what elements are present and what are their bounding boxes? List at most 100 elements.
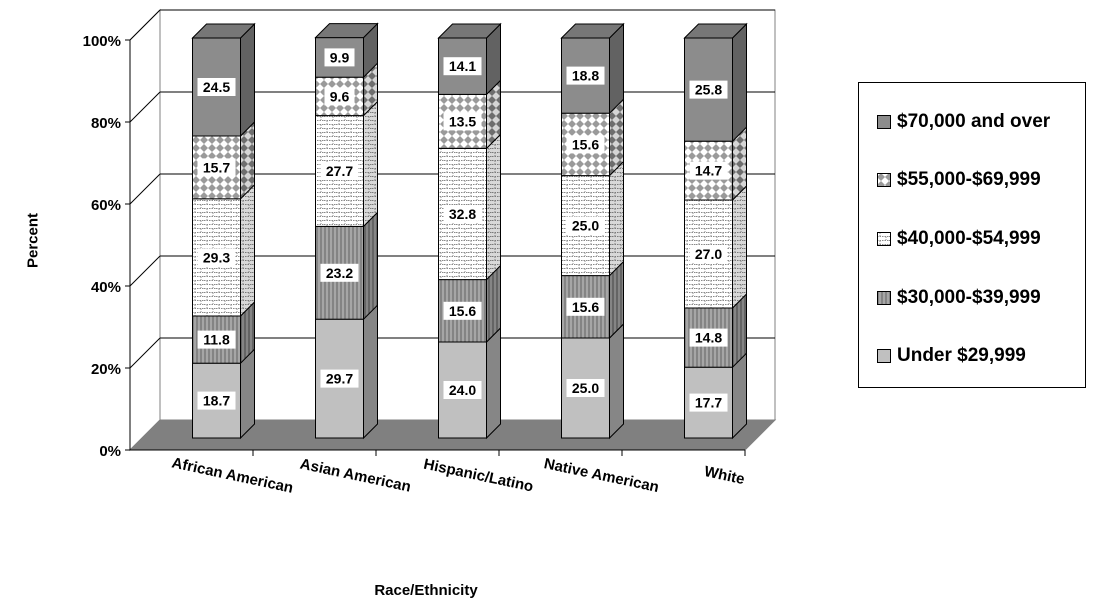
legend-item-under-29999: Under $29,999 <box>877 345 1026 367</box>
chart-plot-svg: 18.7 11.8 29.3 15.7 24.5 29.7 23.2 27.7 9.6 9.9 24… <box>83 8 777 497</box>
data-label-bg <box>197 330 236 349</box>
data-label-bg <box>197 391 236 410</box>
data-label: 18.8 <box>572 68 599 84</box>
y-axis-title: Percent <box>24 212 42 269</box>
bar-segment-under-29-999-side <box>240 347 255 440</box>
legend-swatch-55000-69999 <box>877 173 891 187</box>
legend-label: $30,000-$39,999 <box>897 287 1041 308</box>
data-label: 25.8 <box>695 82 722 98</box>
data-label-bg <box>689 393 728 412</box>
data-label-bg <box>689 245 728 263</box>
x-category-label: White <box>703 463 746 488</box>
bar-segment-30-000-39-999-side <box>363 211 378 321</box>
bar-segment-70-000-and-over-top <box>314 23 379 39</box>
bar-segment-70-000-and-over-side <box>609 22 624 115</box>
bar-segment-40-000-54-999-side <box>486 133 501 281</box>
data-label: 15.6 <box>572 299 599 315</box>
x-category-label: Native American <box>542 455 660 496</box>
bar-segment-70-000-and-over-top <box>560 23 625 39</box>
legend-item-40000-54999: $40,000-$54,999 <box>877 228 1041 250</box>
data-label-bg <box>324 48 355 67</box>
data-label: 14.8 <box>695 330 722 346</box>
gridline-side <box>129 91 161 123</box>
y-tick-label: 40% <box>91 279 121 296</box>
data-label-bg <box>443 301 482 320</box>
gridline-side <box>129 173 161 205</box>
gridline-side <box>129 9 161 41</box>
x-category-label: African American <box>170 454 294 496</box>
bar-segment-70-000-and-over-top <box>683 23 748 39</box>
data-label: 25.0 <box>572 380 599 396</box>
data-label-bg <box>443 57 482 76</box>
x-category-label: Asian American <box>298 456 412 496</box>
x-category-label: Hispanic/Latino <box>422 456 535 496</box>
bar-segment-under-29-999-side <box>486 326 501 440</box>
data-label-bg <box>566 297 605 316</box>
data-label: 29.7 <box>326 371 353 387</box>
data-label-bg <box>320 263 359 282</box>
legend-label: Under $29,999 <box>897 345 1026 366</box>
y-tick-label: 0% <box>99 443 121 460</box>
legend-label: $70,000 and over <box>897 111 1051 132</box>
data-label: 14.1 <box>449 58 476 74</box>
y-tick-label: 60% <box>91 197 121 214</box>
legend-swatch-30000-39999 <box>877 291 891 305</box>
data-label: 15.7 <box>203 159 230 175</box>
legend-swatch-40000-54999 <box>877 232 891 246</box>
bar-segment-40-000-54-999-side <box>363 100 378 228</box>
data-label: 9.6 <box>330 88 350 104</box>
gridline-side <box>129 337 161 369</box>
data-label: 18.7 <box>203 393 230 409</box>
data-label: 32.8 <box>449 206 476 222</box>
data-label-bg <box>566 135 605 154</box>
data-label-bg <box>197 248 236 267</box>
data-label: 14.7 <box>695 163 722 179</box>
bar-segment-40-000-54-999-side <box>609 160 624 277</box>
data-label-bg <box>320 369 359 388</box>
legend-swatch-under-29999 <box>877 349 891 363</box>
bar-segment-40-000-54-999-side <box>732 184 747 310</box>
data-label: 11.8 <box>203 332 230 348</box>
legend-item-55000-69999: $55,000-$69,999 <box>877 169 1041 191</box>
bar-segment-70-000-and-over-side <box>240 22 255 138</box>
data-label-bg <box>566 66 605 85</box>
data-label: 13.5 <box>449 113 476 129</box>
legend-swatch-70000-and-over <box>877 115 891 129</box>
chart-legend: $70,000 and over $55,000-$69,999 $40,000… <box>858 82 1086 388</box>
bar-segment-under-29-999-side <box>363 303 378 440</box>
data-label: 27.7 <box>326 163 353 179</box>
legend-item-70000-and-over: $70,000 and over <box>877 111 1050 133</box>
y-tick-label: 80% <box>91 115 121 132</box>
data-label-bg <box>566 216 605 235</box>
data-label-bg <box>689 161 728 180</box>
y-tick-label: 100% <box>83 33 121 50</box>
x-axis-title: Race/Ethnicity <box>374 582 478 599</box>
y-tick-label: 20% <box>91 361 121 378</box>
data-label-bg <box>689 328 728 347</box>
data-label: 24.0 <box>449 382 476 398</box>
data-label: 23.2 <box>326 265 353 281</box>
bar-segment-70-000-and-over-top <box>437 23 502 39</box>
data-label-bg <box>443 205 482 223</box>
data-label: 29.3 <box>203 249 230 265</box>
data-label-bg <box>566 379 605 397</box>
bar-segment-70-000-and-over-side <box>732 22 747 143</box>
bar-segment-under-29-999-side <box>609 322 624 440</box>
gridline-side <box>129 255 161 287</box>
data-label: 9.9 <box>330 49 350 65</box>
data-label-bg <box>443 112 482 131</box>
data-label-bg <box>324 87 355 106</box>
bar-segment-70-000-and-over-top <box>191 23 256 39</box>
data-label: 27.0 <box>695 246 722 262</box>
bar-segment-under-29-999-side <box>732 351 747 440</box>
data-label: 24.5 <box>203 79 230 95</box>
data-label-bg <box>320 162 359 180</box>
data-label: 15.6 <box>449 303 476 319</box>
data-label-bg <box>197 158 236 177</box>
data-label-bg <box>443 381 482 399</box>
data-label: 17.7 <box>695 395 722 411</box>
data-label-bg <box>197 78 236 96</box>
data-label: 25.0 <box>572 218 599 234</box>
data-label: 15.6 <box>572 136 599 152</box>
